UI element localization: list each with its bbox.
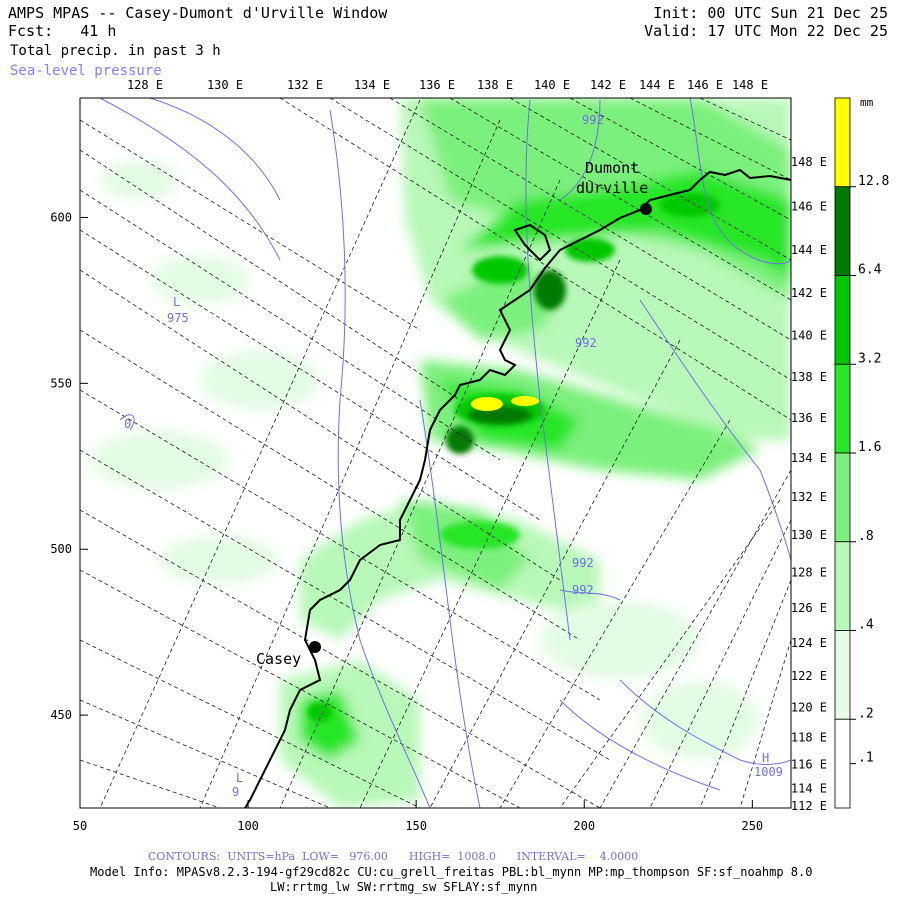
fcst-label: Fcst: <box>8 22 54 40</box>
colorbar-label: .2 <box>858 706 874 721</box>
lon-right-label: 142 E <box>791 286 827 300</box>
lon-top-label: 142 E <box>590 78 626 92</box>
station-dumont-durville-marker <box>640 203 652 215</box>
lon-right-label: 138 E <box>791 370 827 384</box>
forecast-hour: Fcst: 41 h <box>8 22 116 40</box>
map-plot-area: Dumont dUrville Casey 992 992 992 992 97… <box>80 98 791 808</box>
overlay-name: Sea-level pressure <box>10 63 162 79</box>
colorbar-label: .4 <box>858 618 874 633</box>
lon-right-label: 126 E <box>791 601 827 615</box>
colorbar-swatch <box>834 275 851 365</box>
latlon-grid <box>80 98 791 808</box>
station-dumont-label: Dumont <box>585 159 639 177</box>
contour-label-0: 0 <box>124 417 131 431</box>
contour-label-1009: 1009 <box>754 765 783 779</box>
lon-top-label: 138 E <box>477 78 513 92</box>
x-axis: 50 100 150 200 250 <box>73 800 763 833</box>
contour-label-992-a: 992 <box>582 113 604 127</box>
lon-top-label: 146 E <box>687 78 723 92</box>
contour-info: CONTOURS: UNITS=hPa LOW= 976.00 HIGH= 10… <box>148 850 639 863</box>
lon-right-label: 124 E <box>791 636 827 650</box>
colorbar-label: 3.2 <box>858 351 881 366</box>
colorbar-swatch <box>834 186 851 276</box>
lon-top-label: 128 E <box>127 78 163 92</box>
x-tick-label: 250 <box>741 819 763 833</box>
contour-label-975: 975 <box>167 311 189 325</box>
precip-max <box>471 396 539 411</box>
coastline <box>244 168 791 808</box>
valid-time: Valid: 17 UTC Mon 22 Dec 25 <box>644 22 888 40</box>
slp-contours <box>99 98 791 808</box>
colorbar-swatch <box>834 718 851 809</box>
lon-top-label: 132 E <box>287 78 323 92</box>
x-tick-label: 200 <box>573 819 595 833</box>
low-label-2: L <box>236 771 243 785</box>
lon-right-label: 120 E <box>791 701 827 715</box>
colorbar-label: .1 <box>858 751 874 766</box>
station-durville-label: dUrville <box>576 179 648 197</box>
lon-top-label: 136 E <box>419 78 455 92</box>
lon-right-label: 146 E <box>791 199 827 213</box>
lon-top-label: 134 E <box>354 78 390 92</box>
lon-top-label: 148 E <box>732 78 768 92</box>
station-casey-label: Casey <box>256 650 301 668</box>
y-axis: 450 500 550 600 <box>50 210 88 722</box>
lon-right-label: 130 E <box>791 528 827 542</box>
init-time: Init: 00 UTC Sun 21 Dec 25 <box>653 4 888 22</box>
colorbar-label: .8 <box>858 529 874 544</box>
plot-frame <box>79 97 792 809</box>
colorbar-label: 6.4 <box>858 263 882 278</box>
lon-right-label: 134 E <box>791 451 827 465</box>
y-tick-label: 500 <box>50 542 72 556</box>
lon-top-label: 140 E <box>534 78 570 92</box>
x-tick-label: 50 <box>73 819 87 833</box>
y-tick-label: 450 <box>50 708 72 722</box>
colorbar-swatch <box>834 541 851 631</box>
high-label: H <box>762 751 769 765</box>
colorbar-swatch <box>834 97 851 188</box>
lon-right-label: 144 E <box>791 243 827 257</box>
contour-label-992-d: 992 <box>572 583 594 597</box>
station-casey-marker <box>309 641 321 653</box>
colorbar-label: 12.8 <box>858 174 889 189</box>
colorbar-swatch <box>834 452 851 543</box>
lon-right-label: 116 E <box>791 758 827 772</box>
longitude-right-labels: 112 E 114 E 116 E 118 E 120 E 122 E 124 E 126 E… <box>791 155 827 813</box>
lon-right-label: 128 E <box>791 565 827 579</box>
lon-top-label: 130 E <box>207 78 243 92</box>
lon-top-label: 144 E <box>639 78 675 92</box>
contour-label-9: 9 <box>232 785 239 799</box>
model-info-physics: LW:rrtmg_lw SW:rrtmg_sw SFLAY:sf_mynn <box>270 880 538 894</box>
lon-right-label: 114 E <box>791 782 827 796</box>
stations: Dumont dUrville Casey <box>256 159 652 668</box>
colorbar-swatch <box>834 363 851 454</box>
x-tick-label: 100 <box>237 819 259 833</box>
lon-right-label: 132 E <box>791 490 827 504</box>
colorbar: mm 12.8 6.4 3.2 1.6 .8 .4 .2 .1 <box>834 96 889 809</box>
lon-right-label: 118 E <box>791 730 827 744</box>
model-info: Model Info: MPASv8.2.3-194-gf29cd82c CU:… <box>90 865 813 879</box>
y-tick-label: 600 <box>50 210 72 224</box>
colorbar-label: 1.6 <box>858 440 881 455</box>
lon-right-label: 148 E <box>791 155 827 169</box>
contour-label-992-b: 992 <box>575 336 597 350</box>
low-label-1: L <box>173 295 180 309</box>
lon-right-label: 112 E <box>791 799 827 813</box>
x-tick-label: 150 <box>405 819 427 833</box>
colorbar-swatch <box>834 630 851 720</box>
field-name: Total precip. in past 3 h <box>10 43 221 59</box>
contour-label-992-c: 992 <box>572 556 594 570</box>
precip-heavy <box>308 193 720 722</box>
colorbar-unit: mm <box>860 96 874 109</box>
lon-right-label: 140 E <box>791 329 827 343</box>
longitude-top-labels: 128 E 130 E 132 E 134 E 136 E 138 E 140 E 142 E… <box>127 78 768 92</box>
contour-labels: 992 992 992 992 975 L L H 1009 0 9 <box>124 113 783 799</box>
fcst-value: 41 h <box>80 22 117 40</box>
lon-right-label: 136 E <box>791 411 827 425</box>
lon-right-label: 122 E <box>791 669 827 683</box>
map-title: AMPS MPAS -- Casey-Dumont d'Urville Wind… <box>8 4 388 22</box>
y-tick-label: 550 <box>50 376 72 390</box>
